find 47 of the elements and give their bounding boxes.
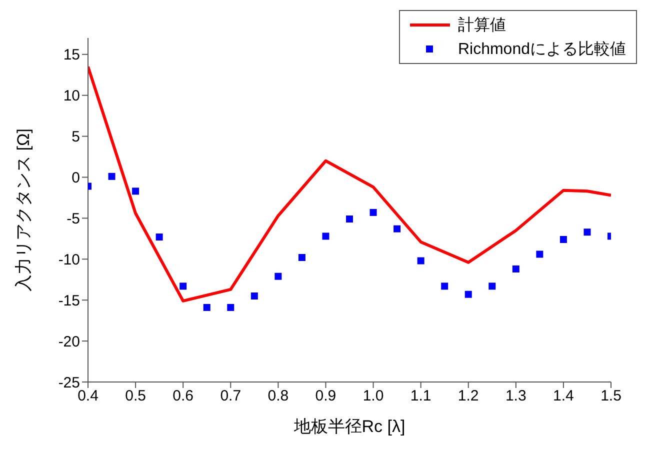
x-tick-label: 1.0 — [362, 388, 384, 405]
point — [346, 216, 353, 223]
point — [560, 236, 567, 243]
y-tick-label: -5 — [66, 210, 80, 228]
point — [180, 282, 187, 290]
point — [132, 188, 140, 195]
y-tick-label: 5 — [72, 128, 80, 146]
point — [488, 282, 496, 290]
x-tick-label: 1.4 — [553, 388, 574, 405]
point — [298, 254, 306, 262]
line-series — [88, 65, 611, 302]
point — [227, 304, 234, 311]
x-tick-label: 0.9 — [315, 388, 336, 405]
point — [203, 304, 210, 311]
legend-label: Richmondによる比較値 — [458, 40, 626, 60]
y-tick-label: 10 — [63, 88, 80, 105]
point — [441, 282, 448, 290]
x-tick-label: 1.3 — [505, 388, 526, 405]
x-tick-label: 1.1 — [410, 388, 432, 405]
x-tick-label: 0.6 — [172, 388, 194, 405]
legend-label: 計算値 — [458, 16, 506, 36]
x-tick-label: 0.4 — [78, 388, 98, 405]
y-tick-label: -20 — [58, 333, 80, 350]
y-tick-label: 15 — [63, 46, 80, 64]
point — [512, 265, 520, 272]
y-axis-title: 入力リアクタンス [Ω] — [14, 128, 34, 292]
x-tick-label: 0.7 — [220, 388, 242, 405]
point — [536, 250, 544, 258]
x-tick-label: 0.8 — [268, 388, 289, 405]
x-tick-label: 1.2 — [458, 388, 479, 405]
y-tick-label: -15 — [58, 292, 80, 310]
point — [322, 232, 330, 240]
point — [370, 208, 377, 216]
point — [394, 225, 401, 232]
point — [156, 234, 163, 241]
x-tick-label: 0.5 — [125, 388, 146, 405]
x-tick-label: 1.5 — [600, 388, 622, 405]
x-axis-title: 地板半径Rc [λ] — [292, 417, 406, 436]
y-tick-label: 0 — [72, 170, 80, 187]
point — [250, 292, 258, 300]
point — [584, 228, 591, 236]
point — [108, 172, 116, 180]
y-tick-label: -25 — [58, 374, 80, 392]
point — [274, 272, 282, 280]
point — [464, 290, 472, 298]
point — [417, 257, 424, 264]
y-tick-label: -10 — [58, 251, 80, 268]
